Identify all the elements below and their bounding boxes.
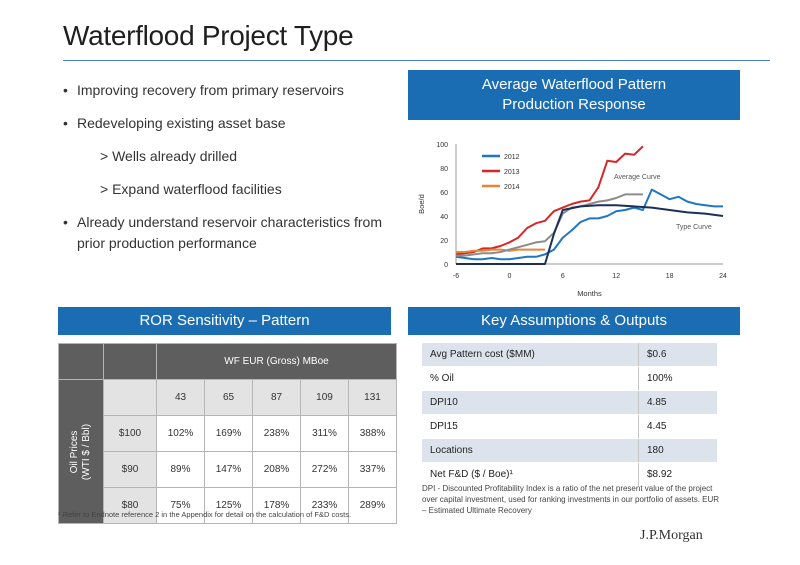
key-value: $0.6: [638, 343, 717, 367]
ror-cell: 337%: [348, 451, 397, 488]
ror-cell: 388%: [348, 415, 397, 452]
x-tick-label: 0: [507, 273, 511, 280]
eur-value: 43: [156, 379, 205, 416]
sub-bullet-item: > Expand waterflood facilities: [100, 181, 282, 197]
legend-label: 2014: [504, 184, 520, 191]
series-line: [455, 145, 644, 256]
table-row: DPI15 4.45: [422, 414, 717, 439]
chart-header-line: Production Response: [502, 96, 646, 113]
legend-label: 2012: [504, 154, 520, 161]
eur-value: 131: [348, 379, 397, 416]
title-divider: [63, 60, 770, 61]
bullet-list: Improving recovery from primary reservoi…: [63, 80, 393, 266]
ror-cell: 89%: [156, 451, 205, 488]
x-tick-label: 24: [719, 273, 727, 280]
oil-label-line: Oil Prices: [69, 430, 80, 473]
y-tick-label: 0: [444, 262, 448, 269]
ror-cell: 272%: [300, 451, 349, 488]
price-cell: $100: [103, 415, 157, 452]
key-label: % Oil: [422, 366, 639, 391]
chart-header: Average Waterflood Pattern Production Re…: [408, 70, 740, 120]
x-tick-label: -6: [453, 273, 459, 280]
blank-cell: [103, 379, 157, 416]
legend-label: 2013: [504, 169, 520, 176]
y-tick-label: 40: [440, 214, 448, 221]
eur-value: 87: [252, 379, 301, 416]
key-assumptions-header: Key Assumptions & Outputs: [408, 307, 740, 335]
ror-cell: 311%: [300, 415, 349, 452]
ror-cell: 178%: [252, 487, 301, 524]
oil-price-axis-label: Oil Prices (WTI $ / Bbl): [58, 379, 104, 524]
y-axis-label: Boe/d: [417, 194, 426, 214]
ror-cell: 289%: [348, 487, 397, 524]
ror-cell: 208%: [252, 451, 301, 488]
key-label: Locations: [422, 438, 639, 463]
series-line: [456, 193, 643, 257]
bullet-item: Redeveloping existing asset base: [63, 113, 393, 134]
key-label: Net F&D ($ / Boe)¹: [422, 462, 639, 487]
ror-cell: 147%: [204, 451, 253, 488]
key-label: Avg Pattern cost ($MM): [422, 343, 639, 367]
production-chart: 0 20 40 60 80 100 -6 0 6 12 18 24 Months Boe/d 2012 201…: [417, 142, 727, 298]
average-curve-annotation: Average Curve: [614, 174, 661, 181]
key-label: DPI10: [422, 390, 639, 415]
x-axis-label: Months: [577, 289, 602, 298]
table-row: Net F&D ($ / Boe)¹ $8.92: [422, 462, 717, 487]
table-row: $90 89% 147% 208% 272% 337%: [59, 451, 397, 488]
sub-bullet-item: > Wells already drilled: [100, 148, 238, 164]
footnote: ¹ Refer to Endnote reference 2 in the Ap…: [58, 510, 352, 519]
jpmorgan-logo: J.P.Morgan: [640, 528, 703, 543]
ror-cell: 169%: [204, 415, 253, 452]
key-value: 100%: [638, 366, 717, 391]
ror-cell: 238%: [252, 415, 301, 452]
corner-cell: [58, 343, 104, 380]
key-value: 180: [638, 438, 717, 463]
table-row: % Oil 100%: [422, 366, 717, 391]
series-line: [455, 188, 723, 261]
corner-cell: [103, 343, 157, 380]
price-cell: $90: [103, 451, 157, 488]
oil-label-line: (WTI $ / Bbl): [81, 423, 92, 480]
series-line: [456, 204, 724, 265]
dpi-definition-note: DPI - Discounted Profitability Index is …: [422, 484, 720, 515]
chart-header-line: Average Waterflood Pattern: [481, 76, 667, 93]
table-row: DPI10 4.85: [422, 390, 717, 415]
ror-cell: 233%: [300, 487, 349, 524]
x-tick-label: 6: [561, 273, 565, 280]
y-tick-label: 20: [440, 238, 448, 245]
x-tick-label: 12: [612, 273, 620, 280]
ror-table: WF EUR (Gross) MBoe Oil Prices (WTI $ / …: [58, 343, 397, 524]
table-row: $100 102% 169% 238% 311% 388%: [59, 415, 397, 452]
ror-cell: 75%: [156, 487, 205, 524]
series-line: [456, 248, 545, 253]
ror-header: ROR Sensitivity – Pattern: [58, 307, 391, 335]
x-tick-label: 18: [666, 273, 674, 280]
y-tick-label: 100: [436, 142, 448, 149]
y-tick-label: 60: [440, 190, 448, 197]
key-assumptions-table: Avg Pattern cost ($MM) $0.6 % Oil 100% D…: [422, 343, 717, 487]
key-value: 4.85: [638, 390, 717, 415]
eur-header: WF EUR (Gross) MBoe: [156, 343, 397, 380]
key-value: 4.45: [638, 414, 717, 439]
table-row: Locations 180: [422, 438, 717, 463]
y-tick-label: 80: [440, 166, 448, 173]
bullet-item: Improving recovery from primary reservoi…: [63, 80, 393, 101]
eur-value: 65: [204, 379, 253, 416]
eur-value: 109: [300, 379, 349, 416]
ror-cell: 102%: [156, 415, 205, 452]
table-row: Avg Pattern cost ($MM) $0.6: [422, 343, 717, 367]
key-value: $8.92: [638, 462, 717, 487]
page-title: Waterflood Project Type: [63, 20, 354, 51]
key-label: DPI15: [422, 414, 639, 439]
table-row: $80 75% 125% 178% 233% 289%: [59, 487, 397, 524]
bullet-item: Already understand reservoir characteris…: [63, 212, 393, 254]
type-curve-annotation: Type Curve: [676, 224, 712, 231]
